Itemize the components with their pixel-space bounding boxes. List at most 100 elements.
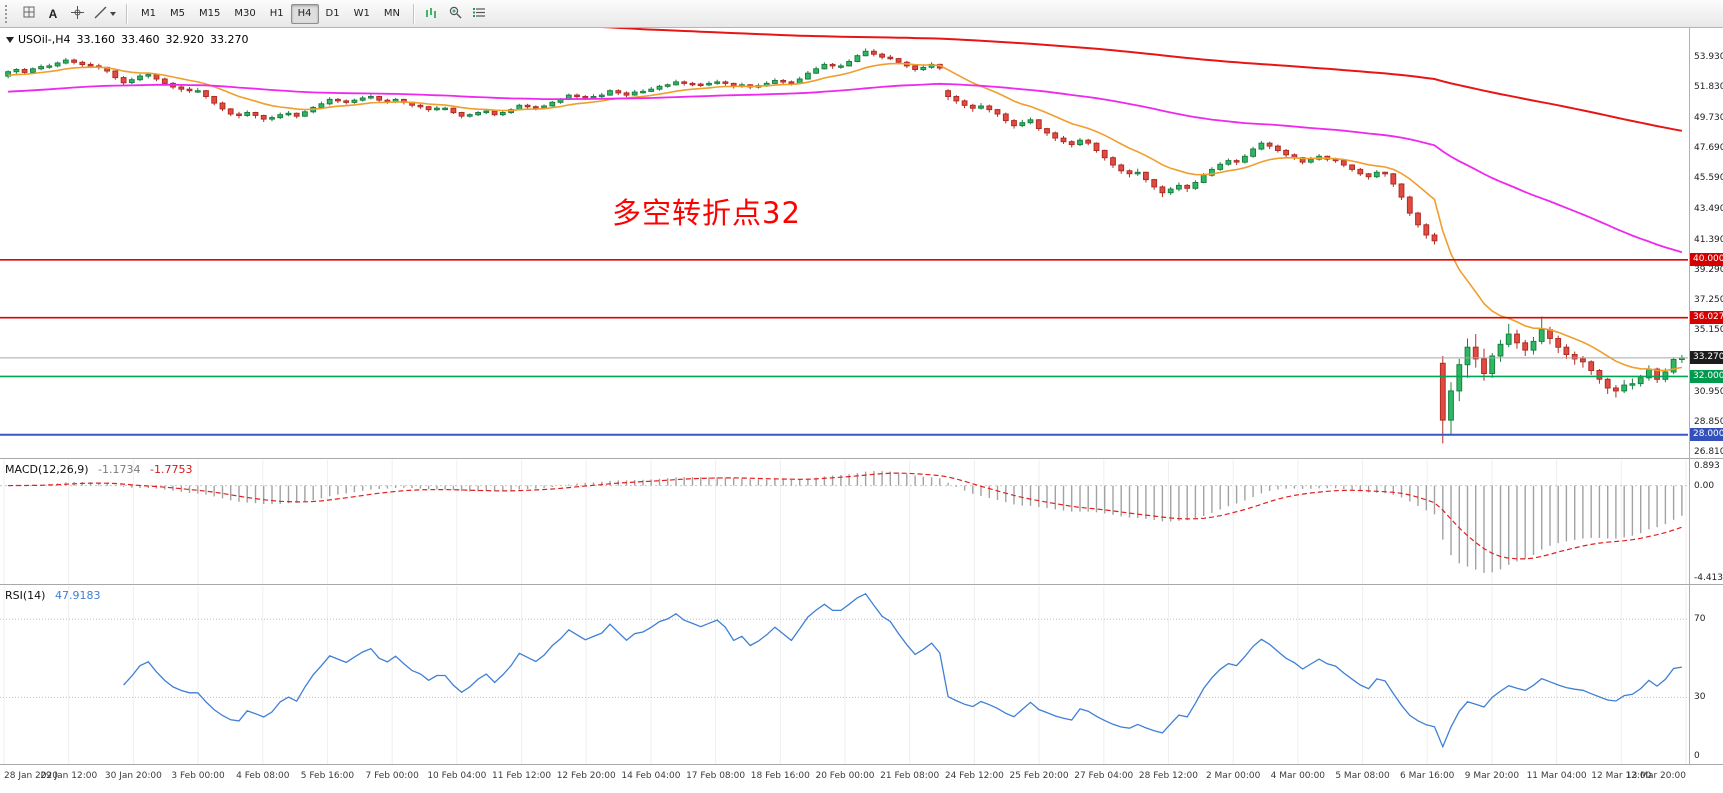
price-axis-label: 26.810 bbox=[1694, 447, 1723, 457]
ma-line-mid-magenta bbox=[8, 82, 1683, 254]
crosshair-icon bbox=[70, 5, 84, 22]
time-axis-label: 14 Feb 04:00 bbox=[621, 771, 681, 781]
annotation-text[interactable]: 多空转折点32 bbox=[612, 196, 801, 230]
timeframe-button-h4[interactable]: H4 bbox=[290, 3, 319, 24]
price-tag-28.000[interactable]: 28.000 bbox=[1690, 428, 1723, 441]
price-tag-33.270[interactable]: 33.270 bbox=[1690, 351, 1723, 364]
panel-splitter[interactable] bbox=[0, 584, 1723, 585]
timeframe-group: M1 M5 M15 M30 H1 H4 D1 W1 MN bbox=[134, 3, 407, 24]
ohlc-close-value: 33.270 bbox=[210, 33, 249, 46]
time-axis-label: 4 Feb 08:00 bbox=[236, 771, 290, 781]
time-axis-label: 30 Jan 20:00 bbox=[104, 771, 162, 781]
timeframe-button-d1[interactable]: D1 bbox=[319, 4, 347, 24]
ohlc-high-value: 33.460 bbox=[121, 33, 160, 46]
price-axis-label: 45.590 bbox=[1694, 173, 1723, 183]
time-axis-label: 28 Jan 2020 bbox=[4, 771, 58, 781]
list-icon bbox=[473, 6, 486, 22]
ma-line-fast-orange bbox=[8, 62, 1683, 372]
price-axis[interactable]: 53.930 51.830 49.730 47.690 45.590 43.490 41.3… bbox=[1690, 28, 1723, 458]
zoom-in-icon bbox=[449, 6, 462, 22]
panel-splitter[interactable] bbox=[0, 764, 1723, 765]
indicators-list-button[interactable] bbox=[469, 3, 491, 25]
price-axis-label: 53.930 bbox=[1694, 52, 1723, 62]
rsi-line bbox=[123, 592, 1683, 749]
time-axis-label: 18 Feb 16:00 bbox=[750, 771, 810, 781]
rsi-panel-canvas[interactable] bbox=[0, 586, 1723, 764]
price-axis-label: 28.850 bbox=[1694, 417, 1723, 427]
chart-area[interactable]: 53.930 51.830 49.730 47.690 45.590 43.490 41.3… bbox=[0, 28, 1723, 793]
macd-axis-label: -4.4131 bbox=[1694, 573, 1723, 583]
chevron-down-icon bbox=[110, 11, 116, 16]
price-tag-40.000[interactable]: 40.000 bbox=[1690, 253, 1723, 266]
price-axis-border bbox=[1689, 28, 1690, 765]
time-axis-label: 5 Feb 16:00 bbox=[300, 771, 355, 781]
timeframe-button-m5[interactable]: M5 bbox=[163, 4, 192, 24]
bar-chart-type-button[interactable] bbox=[421, 3, 443, 25]
time-axis-label: 11 Mar 04:00 bbox=[1526, 771, 1587, 781]
price-axis-label: 49.730 bbox=[1694, 113, 1723, 123]
timeframe-button-m1[interactable]: M1 bbox=[134, 4, 163, 24]
timeframe-button-w1[interactable]: W1 bbox=[347, 4, 377, 24]
macd-axis-label: 0.00 bbox=[1694, 481, 1715, 491]
time-axis[interactable]: 28 Jan 2020 29 Jan 12:00 30 Jan 20:00 3 Feb… bbox=[0, 766, 1723, 793]
rsi-axis-label: 30 bbox=[1694, 692, 1706, 702]
trendline-icon bbox=[94, 6, 107, 22]
price-axis-label: 37.250 bbox=[1694, 295, 1723, 305]
time-axis-label: 6 Mar 16:00 bbox=[1400, 771, 1455, 781]
zoom-in-button[interactable] bbox=[445, 3, 467, 25]
time-axis-label: 7 Feb 00:00 bbox=[365, 771, 419, 781]
line-tools-dropdown-button[interactable] bbox=[90, 3, 120, 25]
ohlc-low-value: 32.920 bbox=[165, 33, 205, 46]
price-chart-canvas[interactable] bbox=[0, 28, 1723, 458]
price-axis-label: 30.950 bbox=[1694, 387, 1723, 397]
time-axis-label: 3 Feb 00:00 bbox=[171, 771, 225, 781]
rsi-gridlines bbox=[3, 586, 1687, 764]
toolbar-drag-handle[interactable] bbox=[5, 4, 12, 23]
macd-histogram bbox=[15, 471, 1683, 573]
time-axis-label: 29 Jan 12:00 bbox=[40, 771, 98, 781]
time-axis-label: 12 Mar 12:00 bbox=[1591, 771, 1652, 781]
chart-title: USOil-,H4 33.160 33.460 32.920 33.270 bbox=[6, 33, 255, 46]
price-axis-label: 41.390 bbox=[1694, 235, 1723, 245]
text-tool-button[interactable]: A bbox=[42, 3, 64, 25]
time-axis-label: 27 Feb 04:00 bbox=[1074, 771, 1134, 781]
rsi-indicator-label: RSI(14) 47.9183 bbox=[5, 589, 100, 602]
macd-axis-label: 0.893 bbox=[1694, 461, 1720, 471]
rsi-value: 47.9183 bbox=[54, 589, 101, 602]
timeframe-button-h1[interactable]: H1 bbox=[263, 4, 291, 24]
macd-name: MACD(12,26,9) bbox=[5, 463, 89, 476]
time-axis-label: 24 Feb 12:00 bbox=[944, 771, 1004, 781]
time-axis-label: 9 Mar 20:00 bbox=[1464, 771, 1520, 781]
time-axis-label: 10 Feb 04:00 bbox=[427, 771, 487, 781]
crosshair-tool-button[interactable] bbox=[66, 3, 88, 25]
macd-panel-canvas[interactable] bbox=[0, 460, 1723, 584]
time-axis-label: 25 Feb 20:00 bbox=[1009, 771, 1069, 781]
time-axis-label: 17 Feb 08:00 bbox=[686, 771, 746, 781]
timeframe-button-mn[interactable]: MN bbox=[377, 4, 407, 24]
macd-indicator-label: MACD(12,26,9) -1.1734 -1.7753 bbox=[5, 463, 192, 476]
timeframe-button-m15[interactable]: M15 bbox=[192, 4, 227, 24]
time-axis-label: 4 Mar 00:00 bbox=[1270, 771, 1326, 781]
rsi-axis-label: 70 bbox=[1694, 614, 1706, 624]
symbol-label: USOil-,H4 bbox=[18, 33, 71, 46]
macd-signal-line bbox=[8, 472, 1683, 560]
price-tag-36.027[interactable]: 36.027 bbox=[1690, 311, 1723, 324]
time-axis-label: 11 Feb 12:00 bbox=[492, 771, 552, 781]
grid-tool-button[interactable] bbox=[18, 3, 40, 25]
panel-splitter[interactable] bbox=[0, 458, 1723, 459]
time-axis-label: 21 Feb 08:00 bbox=[880, 771, 940, 781]
candles-layer bbox=[5, 48, 1685, 444]
macd-axis[interactable]: 0.893 0.00 -4.4131 bbox=[1690, 460, 1723, 584]
toolbar-separator bbox=[126, 3, 128, 24]
timeframe-button-m30[interactable]: M30 bbox=[227, 4, 262, 24]
time-axis-label: 28 Feb 12:00 bbox=[1138, 771, 1198, 781]
price-tag-32.000[interactable]: 32.000 bbox=[1690, 370, 1723, 383]
bar-chart-icon bbox=[425, 6, 438, 22]
time-axis-label: 12 Feb 20:00 bbox=[556, 771, 616, 781]
macd-main-value: -1.1734 bbox=[98, 463, 141, 476]
time-axis-label: 13 Mar 20:00 bbox=[1625, 771, 1686, 781]
price-axis-label: 51.830 bbox=[1694, 82, 1723, 92]
price-axis-label: 47.690 bbox=[1694, 143, 1723, 153]
rsi-axis[interactable]: 70 30 0 bbox=[1690, 586, 1723, 764]
symbol-marker-icon bbox=[6, 36, 14, 43]
